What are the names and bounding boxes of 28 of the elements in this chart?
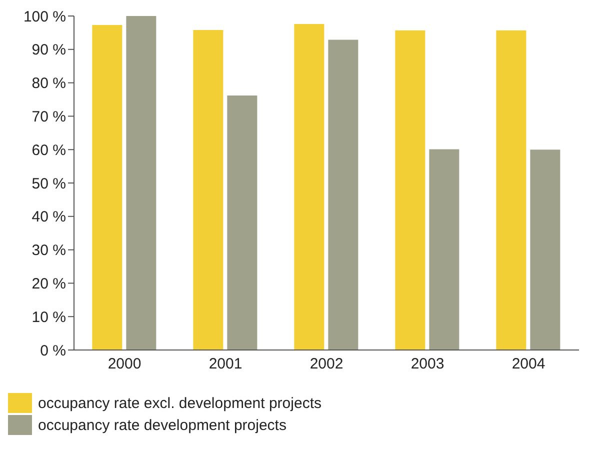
y-tick-label: 20 % <box>32 276 66 293</box>
y-tick-label: 40 % <box>32 208 66 226</box>
y-tick-label: 100 % <box>23 8 66 26</box>
x-tick-label: 2000 <box>108 356 142 373</box>
bar <box>395 30 426 350</box>
y-tick-label: 10 % <box>32 308 66 326</box>
legend-label: occupancy rate excl. development projects <box>38 394 322 412</box>
x-tick-label: 2002 <box>310 356 344 373</box>
y-tick-label: 0 % <box>40 342 66 360</box>
y-tick-label: 50 % <box>32 175 66 192</box>
bar <box>328 40 358 350</box>
bar <box>193 30 224 350</box>
y-tick-label: 90 % <box>32 42 66 59</box>
bar <box>530 150 560 350</box>
y-tick-label: 80 % <box>32 75 66 92</box>
bar <box>126 16 156 350</box>
x-tick-label: 2004 <box>512 356 546 373</box>
legend-label: occupancy rate development projects <box>38 416 286 434</box>
y-tick-label: 30 % <box>32 242 66 260</box>
bar <box>227 95 258 350</box>
bar <box>496 30 526 350</box>
bar <box>294 24 324 350</box>
bar <box>429 149 460 350</box>
bar <box>92 25 122 350</box>
x-tick-label: 2001 <box>208 356 242 373</box>
y-tick-label: 70 % <box>32 108 66 126</box>
y-tick-label: 60 % <box>32 142 66 159</box>
x-tick-label: 2003 <box>410 356 444 373</box>
